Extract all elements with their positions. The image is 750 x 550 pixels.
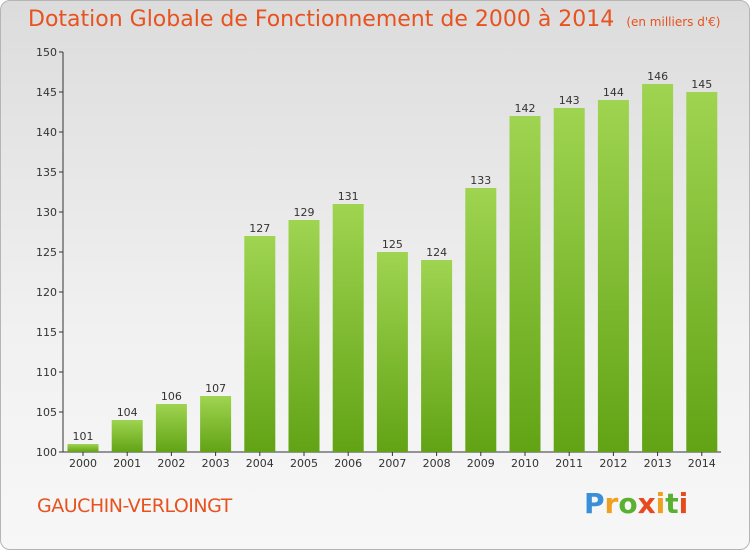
bar-2005 [288, 220, 320, 452]
y-tick-label: 145 [36, 86, 57, 99]
y-tick-label: 115 [36, 326, 57, 339]
bar-2000 [67, 444, 99, 452]
bar-2007 [376, 252, 408, 452]
y-tick-label: 135 [36, 166, 57, 179]
value-label-2005: 129 [294, 206, 315, 219]
x-tick-label-2004: 2004 [246, 457, 274, 470]
value-label-2006: 131 [338, 190, 359, 203]
y-tick-label: 110 [36, 366, 57, 379]
x-tick-label-2010: 2010 [511, 457, 539, 470]
value-label-2009: 133 [470, 174, 491, 187]
bar-2014 [686, 92, 718, 452]
x-tick-label-2000: 2000 [69, 457, 97, 470]
x-tick-label-2014: 2014 [688, 457, 716, 470]
bar-2009 [465, 188, 497, 452]
x-tick-label-2005: 2005 [290, 457, 318, 470]
y-tick-label: 150 [36, 46, 57, 59]
x-tick-label-2007: 2007 [378, 457, 406, 470]
value-label-2013: 146 [647, 70, 668, 83]
chart-subtitle: (en milliers d'€) [626, 15, 721, 29]
value-label-2001: 104 [117, 406, 138, 419]
logo-letter: r [604, 487, 619, 520]
logo-letter: P [584, 487, 605, 520]
bar-2006 [332, 204, 364, 452]
bar-2003 [200, 396, 232, 452]
logo-letter: i [655, 487, 666, 520]
y-tick-label: 105 [36, 406, 57, 419]
bar-2001 [111, 420, 143, 452]
value-label-2008: 124 [426, 246, 447, 259]
y-tick-label: 140 [36, 126, 57, 139]
y-tick-label: 100 [36, 446, 57, 459]
logo-letter: i [678, 487, 689, 520]
x-tick-label-2002: 2002 [157, 457, 185, 470]
y-tick-label: 130 [36, 206, 57, 219]
bar-2011 [553, 108, 585, 452]
y-tick-label: 120 [36, 286, 57, 299]
x-tick-label-2012: 2012 [599, 457, 627, 470]
logo-letter: t [665, 487, 679, 520]
logo-letter: x [637, 487, 656, 520]
logo-letter: o [618, 487, 638, 520]
proxiti-logo: Proxiti [584, 487, 688, 520]
x-tick-label-2006: 2006 [334, 457, 362, 470]
bar-2012 [597, 100, 629, 452]
value-label-2011: 143 [559, 94, 580, 107]
bar-2002 [155, 404, 187, 452]
value-label-2007: 125 [382, 238, 403, 251]
x-tick-label-2003: 2003 [202, 457, 230, 470]
bar-2013 [642, 84, 674, 452]
x-tick-label-2009: 2009 [467, 457, 495, 470]
value-label-2000: 101 [73, 430, 94, 443]
chart-title-text: Dotation Globale de Fonctionnement de 20… [28, 7, 615, 32]
bar-2008 [421, 260, 453, 452]
x-tick-label-2013: 2013 [644, 457, 672, 470]
x-tick-label-2011: 2011 [555, 457, 583, 470]
value-label-2004: 127 [249, 222, 270, 235]
commune-name: GAUCHIN-VERLOINGT [37, 495, 232, 517]
value-label-2014: 145 [691, 78, 712, 91]
bar-2010 [509, 116, 541, 452]
chart-title: Dotation Globale de Fonctionnement de 20… [28, 7, 720, 32]
y-tick-label: 125 [36, 246, 57, 259]
x-tick-label-2001: 2001 [113, 457, 141, 470]
value-label-2010: 142 [515, 102, 536, 115]
bar-2004 [244, 236, 276, 452]
value-label-2002: 106 [161, 390, 182, 403]
value-label-2012: 144 [603, 86, 624, 99]
x-tick-label-2008: 2008 [423, 457, 451, 470]
value-label-2003: 107 [205, 382, 226, 395]
